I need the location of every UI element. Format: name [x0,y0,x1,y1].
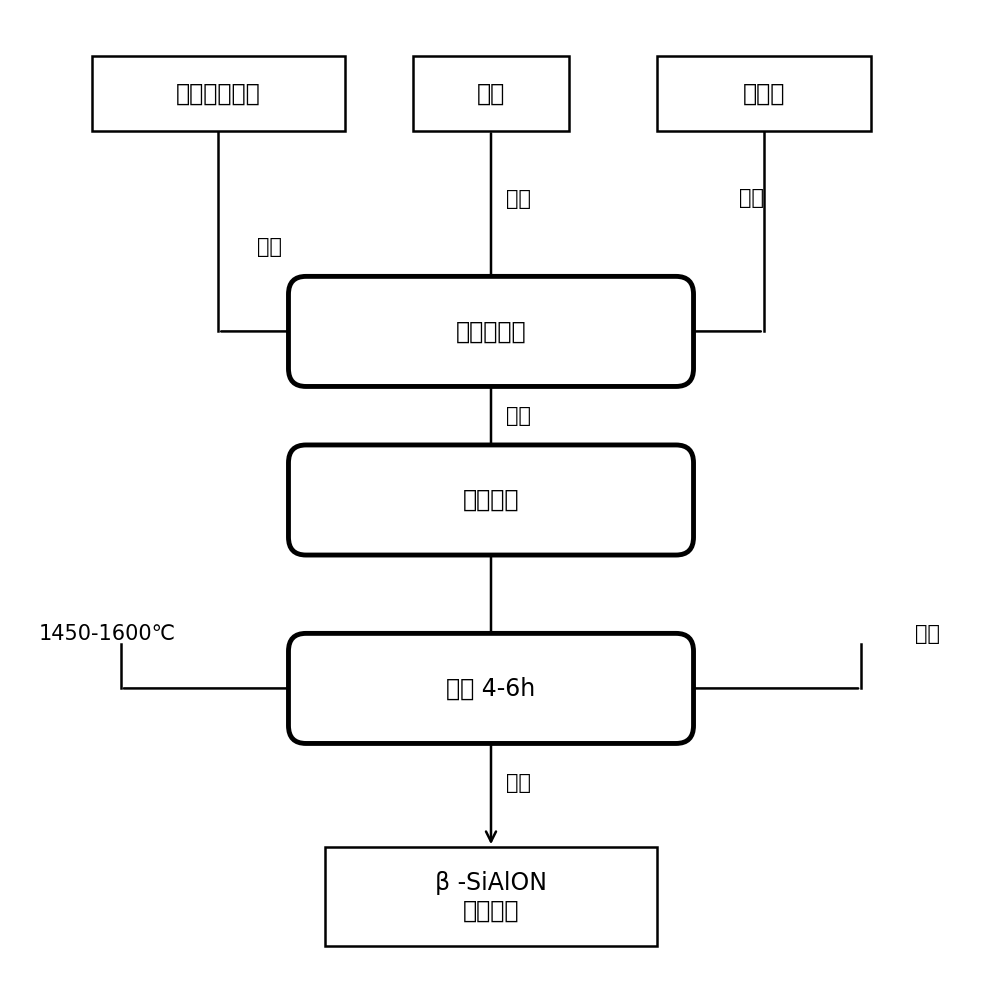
Bar [413,56,569,131]
Text: 冷却: 冷却 [506,773,530,793]
FancyBboxPatch shape [289,276,693,386]
Text: 干燥: 干燥 [506,406,530,426]
Text: 湿磨、混料: 湿磨、混料 [456,319,526,343]
Text: 粉碎: 粉碎 [256,237,282,257]
Text: 烧结 4-6h: 烧结 4-6h [447,676,535,700]
FancyBboxPatch shape [289,633,693,743]
Text: 煤矸石: 煤矸石 [742,81,785,105]
Text: 粉碎: 粉碎 [506,189,530,209]
FancyBboxPatch shape [289,445,693,555]
Bar [325,847,657,946]
Text: 粉碎: 粉碎 [739,188,764,208]
Text: 碳粉: 碳粉 [477,81,505,105]
Text: 1450-1600℃: 1450-1600℃ [38,624,176,644]
Bar [657,56,871,131]
Text: 氮气: 氮气 [914,624,940,644]
Text: 陶瓷抛光废渣: 陶瓷抛光废渣 [176,81,261,105]
Text: β -SiAlON
复相材料: β -SiAlON 复相材料 [435,871,547,923]
Text: 预压成型: 预压成型 [463,488,519,512]
Bar [91,56,345,131]
